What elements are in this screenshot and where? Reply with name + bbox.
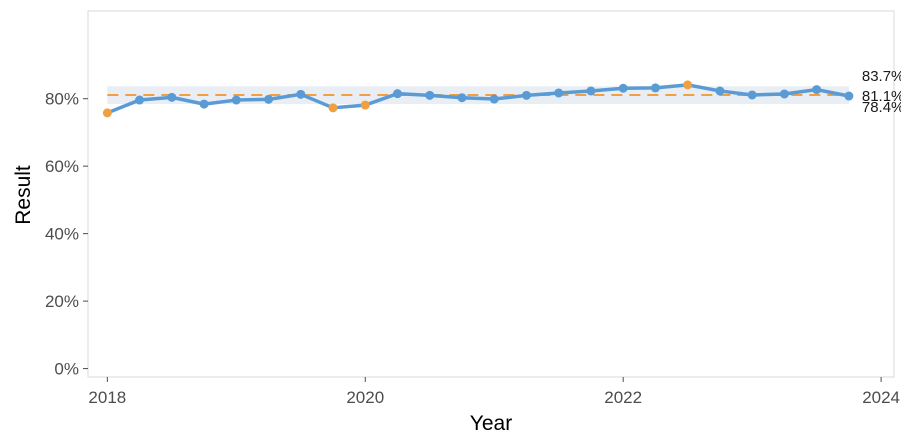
data-point [457,93,467,103]
data-point [586,86,596,96]
y-tick-label: 0% [54,360,79,379]
data-point [393,89,403,99]
control-band-layer [107,86,849,105]
data-point [521,90,531,100]
highlighted-data-point [683,80,693,90]
series-line-layer [105,83,851,115]
data-point [425,90,435,100]
highlighted-data-point [328,103,338,113]
y-tick-label: 40% [45,225,79,244]
data-point [167,92,177,102]
data-point [554,88,564,98]
reference-label: 81.1% [862,88,901,105]
highlighted-data-point [102,108,112,118]
x-axis-title: Year [470,412,512,434]
data-point [135,95,145,105]
data-point [618,83,628,93]
axis-layer: 0% 20% 40% 60% 80% 2018 2020 2022 2024 [45,90,900,407]
y-tick-label: 80% [45,90,79,109]
reference-label: 83.7% [862,68,901,85]
data-point [296,89,306,99]
data-point [715,86,725,96]
x-tick-label: 2022 [604,388,642,407]
y-tick-label: 20% [45,292,79,311]
highlighted-data-point [360,100,370,110]
x-tick-label: 2018 [88,388,126,407]
reference-label: 78.4% [862,99,901,116]
x-tick-label: 2020 [346,388,384,407]
data-point [231,95,241,105]
data-point [264,94,274,104]
y-axis-title: Result [12,165,35,225]
data-point [844,91,854,101]
data-point [747,90,757,100]
series-line [105,83,851,115]
reference-label-layer: 83.7% 81.1%78.4% [862,68,901,116]
data-point [812,85,822,95]
data-point-layer [102,80,854,118]
plot-panel [87,10,895,378]
data-point [650,83,660,93]
data-point [199,99,209,109]
data-point [779,89,789,99]
x-tick-label: 2024 [862,388,900,407]
y-tick-label: 60% [45,157,79,176]
data-point [489,94,499,104]
